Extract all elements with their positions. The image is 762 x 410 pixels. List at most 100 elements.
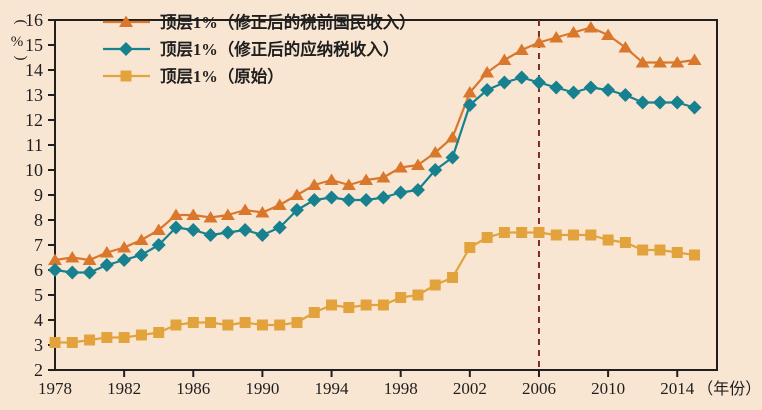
- square-marker: [291, 317, 303, 328]
- diamond-marker: [255, 228, 270, 242]
- y-unit-percent: %: [11, 34, 24, 50]
- diamond-marker: [359, 193, 374, 207]
- diamond-marker: [168, 220, 183, 235]
- square-marker: [360, 299, 372, 311]
- square-marker: [187, 317, 199, 328]
- triangle-marker: [566, 26, 581, 38]
- y-tick-label: 16: [25, 10, 43, 30]
- x-tick-label: 1982: [107, 379, 141, 398]
- diamond-marker: [307, 193, 322, 207]
- triangle-marker: [635, 56, 650, 68]
- y-tick-label: 5: [34, 285, 43, 305]
- square-marker: [447, 272, 459, 283]
- legend-item: 顶层1%（修正后的应纳税收入）: [103, 39, 399, 59]
- square-marker: [205, 317, 217, 328]
- square-marker: [377, 299, 389, 311]
- diamond-marker: [238, 223, 253, 237]
- y-tick-label: 11: [26, 135, 43, 155]
- diamond-marker: [601, 83, 616, 97]
- triangle-marker: [272, 198, 287, 210]
- square-marker: [533, 227, 545, 238]
- diamond-marker: [186, 223, 201, 237]
- square-marker: [395, 292, 407, 303]
- diamond-marker: [48, 263, 62, 277]
- y-unit-paren-open: (: [13, 20, 29, 25]
- triangle-marker: [119, 15, 133, 27]
- triangle-marker: [203, 211, 218, 223]
- series-square: [49, 227, 701, 348]
- square-marker: [412, 289, 424, 301]
- y-unit-paren-close: ): [13, 56, 29, 61]
- triangle-marker: [428, 146, 443, 158]
- x-tick-label: 2010: [591, 379, 625, 398]
- triangle-marker: [48, 253, 62, 265]
- square-marker: [84, 334, 96, 346]
- triangle-marker: [65, 251, 80, 263]
- triangle-marker: [549, 31, 564, 43]
- diamond-marker: [82, 265, 97, 280]
- legend-item: 顶层1%（修正后的税前国民收入）: [103, 12, 416, 32]
- square-marker: [153, 327, 165, 338]
- diamond-marker: [393, 185, 408, 200]
- y-tick-label: 8: [34, 210, 43, 230]
- diamond-marker: [134, 248, 149, 262]
- x-tick-label: 1994: [315, 379, 350, 398]
- triangle-marker: [99, 246, 114, 258]
- triangle-marker: [289, 188, 304, 200]
- x-axis: 1978 1982 1986 1990 1994 1998 2002 2006 2010 2014…: [38, 370, 761, 398]
- diamond-marker: [428, 163, 443, 177]
- square-marker: [49, 337, 61, 348]
- x-tick-label: 1986: [176, 379, 210, 398]
- diamond-marker: [151, 238, 166, 252]
- square-marker: [585, 229, 597, 241]
- square-marker: [120, 70, 132, 82]
- square-marker: [602, 234, 614, 246]
- triangle-marker: [359, 173, 374, 185]
- square-marker: [464, 242, 476, 253]
- diamond-marker: [566, 85, 581, 100]
- x-tick-label: 1990: [245, 379, 279, 398]
- diamond-marker: [652, 95, 667, 110]
- square-marker: [637, 244, 649, 256]
- square-marker: [222, 319, 234, 331]
- triangle-marker: [376, 171, 391, 183]
- x-tick-label: 1998: [384, 379, 418, 398]
- diamond-marker: [445, 150, 460, 165]
- square-marker: [170, 319, 182, 331]
- diamond-marker: [497, 75, 512, 90]
- diamond-marker: [289, 203, 304, 217]
- series-triangle: [48, 21, 702, 265]
- square-marker: [689, 249, 701, 261]
- triangle-marker: [514, 43, 529, 55]
- triangle-marker: [168, 208, 183, 220]
- diamond-marker: [220, 225, 235, 240]
- square-marker: [118, 332, 130, 343]
- triangle-marker: [652, 56, 667, 68]
- y-tick-label: 10: [25, 160, 43, 180]
- square-marker: [498, 227, 510, 238]
- y-tick-label: 13: [25, 85, 43, 105]
- y-tick-label: 4: [34, 310, 43, 330]
- diamond-marker: [117, 253, 132, 267]
- triangle-marker: [531, 36, 546, 48]
- triangle-marker: [255, 206, 270, 218]
- legend-label: 顶层1%（原始）: [160, 66, 284, 86]
- y-axis: 2 3 4 5 6 7 8 9 10 11 12 13 14 15 16: [25, 10, 55, 380]
- y-tick-label: 3: [34, 335, 43, 355]
- diamond-marker: [583, 80, 598, 95]
- triangle-marker: [307, 178, 322, 190]
- square-marker: [550, 229, 562, 241]
- diamond-marker: [376, 190, 391, 205]
- square-marker: [239, 317, 251, 328]
- x-axis-unit: （年份）: [697, 380, 761, 398]
- square-marker: [671, 247, 683, 258]
- square-marker: [101, 332, 113, 343]
- square-marker: [274, 319, 286, 331]
- series-diamond: [48, 70, 702, 280]
- legend-item: 顶层1%（原始）: [103, 66, 284, 86]
- y-tick-label: 7: [34, 235, 43, 255]
- diamond-marker: [687, 100, 702, 115]
- diamond-marker: [65, 265, 80, 280]
- y-axis-unit: (%): [11, 20, 29, 61]
